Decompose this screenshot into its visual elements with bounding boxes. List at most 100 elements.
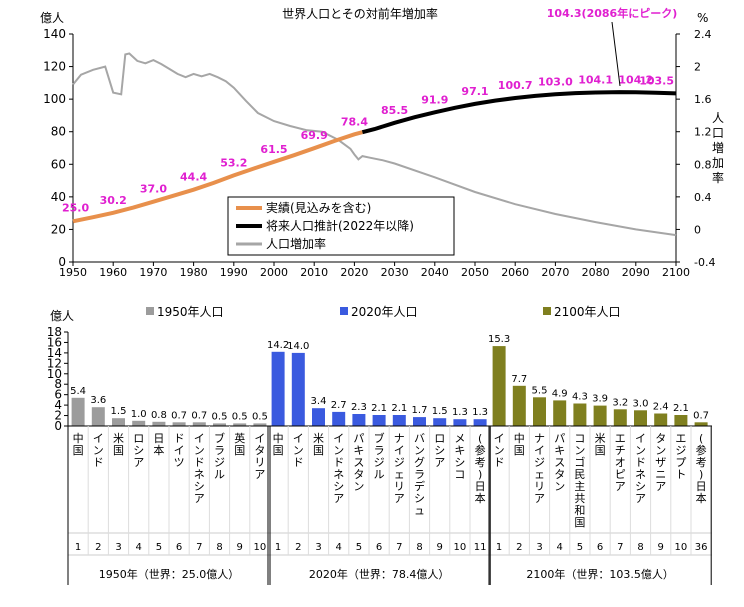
bar-value-label: 15.3 [488,334,510,345]
bar [433,418,447,426]
bar-y-tick-label: 4 [54,398,62,412]
category-label: イタリア [254,432,265,481]
x-tick-label: 2100 [662,266,690,279]
data-label: 104.1 [578,73,613,86]
category-label: ロシア [434,432,445,469]
rank-label: 11 [474,542,487,553]
bar [694,422,708,426]
bar-value-label: 0.5 [232,411,248,422]
bar [172,422,186,426]
x-tick-label: 1970 [139,266,167,279]
x-tick-label: 1990 [220,266,248,279]
series-growth-rate-line [72,52,677,237]
category-label: (参考)日本 [475,432,486,505]
rank-label: 1 [275,542,281,553]
bar [512,385,526,426]
bar [473,419,487,426]
x-tick-label: 2030 [381,266,409,279]
category-label: メキシコ [454,432,465,481]
y-left-tick-label: 40 [51,190,66,204]
category-label: ドイツ [174,432,185,469]
legend-label-2020: 2020年人口 [351,305,418,319]
bar [132,420,146,426]
bar-legend: 1950年人口 2020年人口 2100年人口 [146,305,621,319]
category-label: ブラジル [374,431,385,481]
rank-label: 2 [95,542,101,553]
data-label: 103.0 [538,75,573,88]
data-label: 69.9 [301,129,328,142]
bar-value-label: 1.5 [432,406,448,417]
rank-label: 4 [336,542,342,553]
bar [271,351,285,426]
data-label: 61.5 [260,143,287,156]
category-label: インドネシア [635,432,646,505]
x-tick-label: 2040 [421,266,449,279]
y-right-label-char: 率 [712,170,724,185]
category-label: タンザニア [655,432,666,493]
rank-label: 6 [176,542,182,553]
bar-value-label: 3.0 [633,398,649,409]
data-label: 44.4 [180,171,207,184]
bar-value-label: 2.3 [351,402,367,413]
bar-value-label: 3.4 [311,396,327,407]
y-left-tick-label: 20 [51,222,66,236]
rank-label: 10 [454,542,467,553]
legend-label-2100: 2100年人口 [554,305,621,319]
data-label: 53.2 [220,156,247,169]
peak-arrow [611,21,621,87]
rank-label: 7 [396,542,402,553]
bar [392,415,406,426]
rank-label: 8 [637,542,643,553]
bar-y-tick-label: 0 [54,419,62,433]
y-right-tick-label: 0.8 [694,158,712,171]
category-label: パキスタン [353,432,364,493]
rank-label: 4 [557,542,563,553]
y-right-tick-label: 1.2 [694,126,712,139]
category-label: インドネシア [194,432,205,505]
legend-label-1950: 1950年人口 [157,305,224,319]
rank-label: 3 [115,542,121,553]
x-tick-label: 1950 [59,266,87,279]
bar-value-label: 0.7 [191,410,207,421]
data-label: 103.5 [639,74,674,87]
bar [213,423,226,426]
x-tick-label: 2000 [260,266,288,279]
bar-value-label: 1.5 [111,406,127,417]
rank-label: 2 [295,542,301,553]
bar-value-label: 1.3 [452,407,468,418]
bar-y-tick-label: 2 [54,409,62,423]
y-right-tick-label: 1.6 [694,93,712,106]
category-label: インド [494,432,505,469]
data-label: 100.7 [498,79,533,92]
bar-value-label: 1.3 [472,407,488,418]
x-tick-label: 2080 [582,266,610,279]
data-label: 85.5 [381,104,408,117]
y-left-tick-label: 0 [58,255,66,269]
x-tick-label: 1980 [180,266,208,279]
y-right-label-char: 加 [712,156,724,170]
bar-value-label: 4.3 [572,392,588,403]
rank-label: 5 [577,542,583,553]
y-right-label-char: 増 [712,141,724,155]
bar [152,421,166,426]
rank-label: 3 [536,542,542,553]
legend: 実績(見込みを含む) 将来人口推計(2022年以降) 人口増加率 [227,196,455,256]
category-label: 米国 [595,432,606,457]
bar-value-label: 3.2 [612,397,628,408]
bar-value-label: 5.4 [70,386,86,397]
category-label: 中国 [73,432,84,457]
y-left-tick-label: 120 [43,60,66,74]
bar [253,423,267,426]
bar-value-label: 2.1 [391,403,407,414]
bar-value-label: 3.9 [592,394,608,405]
bar [413,417,426,426]
bar [533,397,546,426]
rank-label: 36 [695,542,708,553]
legend-swatch-1950 [146,307,154,315]
category-label: (参考)日本 [696,432,707,505]
category-label: 中国 [514,432,525,457]
group-caption: 2020年（世界：78.4億人） [309,567,450,581]
y-right-label-char: 口 [712,126,724,140]
rank-label: 5 [356,542,362,553]
